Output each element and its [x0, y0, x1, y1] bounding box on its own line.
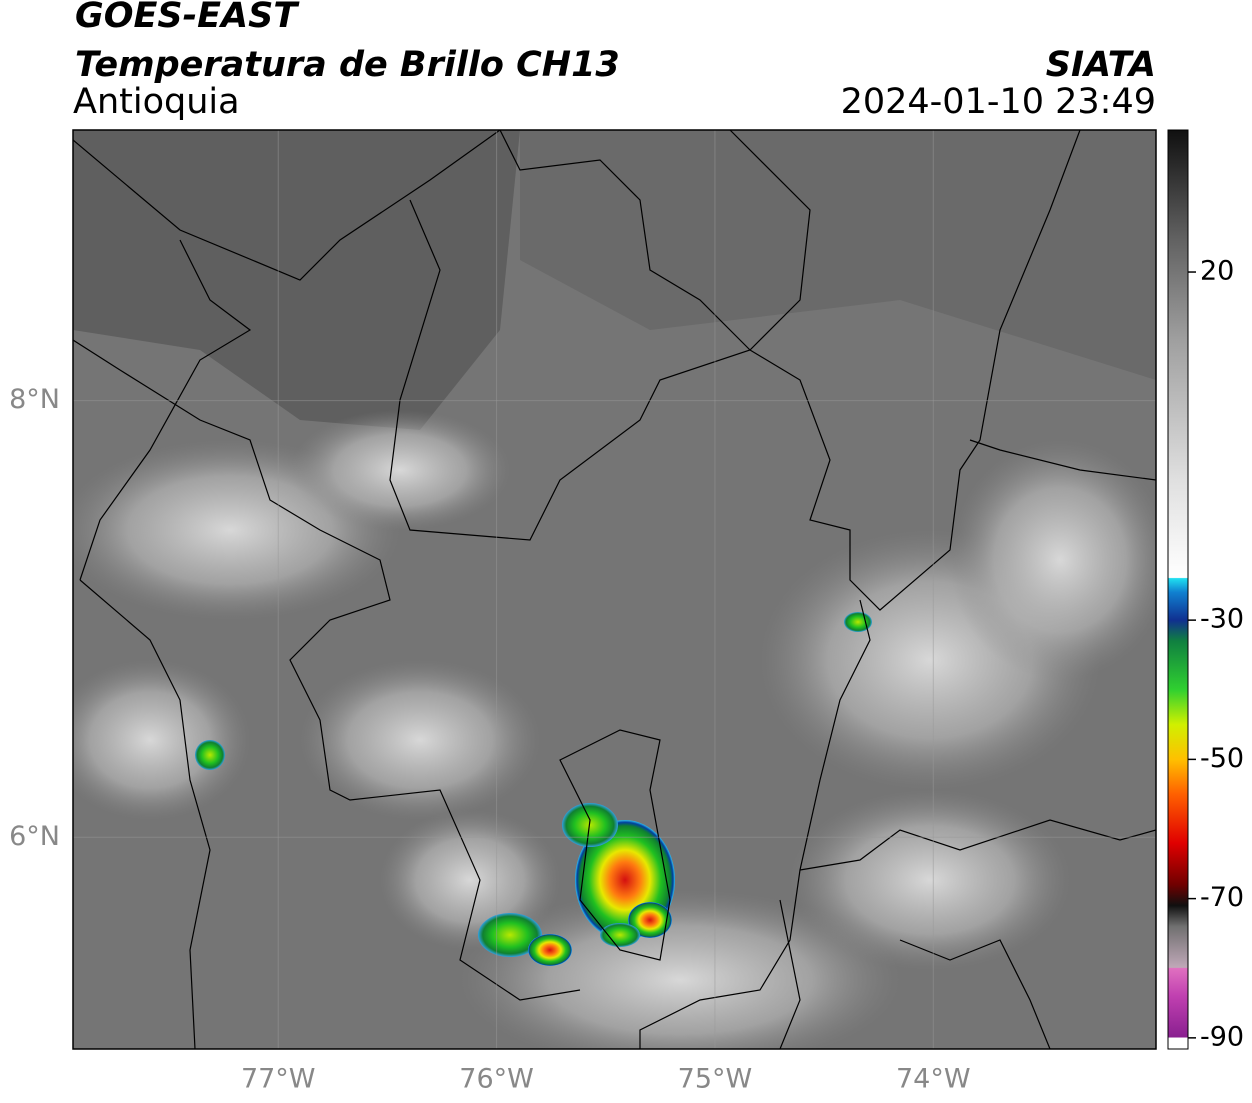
source: SIATA: [1046, 45, 1156, 85]
colorbar-tick-label: 20: [1200, 256, 1234, 287]
satellite-image: [73, 130, 1156, 1049]
lat-label: 6°N: [9, 821, 60, 852]
title: GOES-EAST: [75, 0, 300, 36]
colorbar-tick-label: -90: [1200, 1021, 1244, 1052]
lon-label: 76°W: [459, 1064, 534, 1095]
colorbar-tick-label: -50: [1200, 743, 1244, 774]
lat-label: 8°N: [9, 384, 60, 415]
borders: [73, 130, 1156, 1049]
region: Antioquia: [73, 82, 240, 122]
colorbar: [1167, 129, 1189, 1050]
datetime: 2024-01-10 23:49: [841, 82, 1156, 122]
colorbar-tick-label: -30: [1200, 604, 1244, 635]
colorbar-tick-label: -70: [1200, 882, 1244, 913]
subtitle: Temperatura de Brillo CH13: [75, 45, 620, 85]
labels: 77°W 76°W 75°W 74°W 8°N 6°N 20 -30 -50 -70 -90: [9, 256, 1244, 1095]
lon-label: 75°W: [678, 1064, 753, 1095]
graticule: [73, 130, 1156, 1049]
lon-label: 77°W: [241, 1064, 316, 1095]
lon-label: 74°W: [896, 1064, 971, 1095]
map-frame: [72, 129, 1157, 1050]
